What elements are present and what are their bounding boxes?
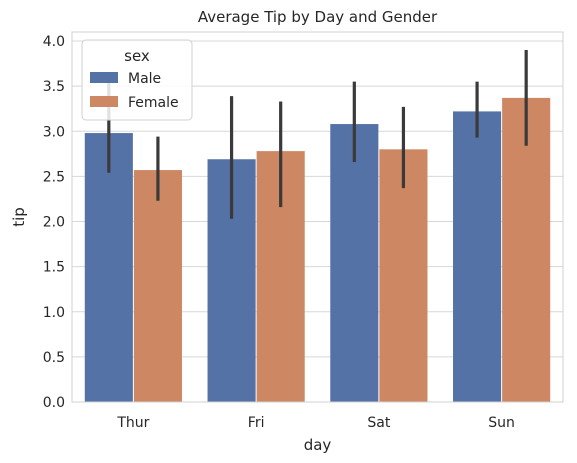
y-tick-label: 4.0 (43, 34, 65, 50)
legend: sex Male Female (81, 39, 193, 121)
y-tick-label: 0.5 (43, 350, 65, 366)
y-tick-label: 0.0 (43, 395, 65, 411)
x-tick-label: Fri (248, 415, 265, 431)
y-tick-labels: 0.0 0.5 1.0 1.5 2.0 2.5 3.0 3.5 4.0 (43, 34, 65, 411)
legend-label-male: Male (128, 71, 161, 87)
x-tick-label: Sat (367, 415, 390, 431)
legend-swatch-female (90, 96, 118, 107)
y-tick-label: 3.0 (43, 124, 65, 140)
y-tick-label: 1.5 (43, 260, 65, 276)
bar-female-sun (502, 97, 551, 402)
bars (84, 97, 551, 403)
bar-female-sat (379, 149, 428, 402)
error-bars (107, 50, 528, 219)
x-tick-label: Sun (488, 415, 515, 431)
y-tick-label: 2.5 (43, 169, 65, 185)
y-tick-label: 3.5 (43, 79, 65, 95)
bar-male-thur (84, 133, 133, 402)
legend-label-female: Female (128, 95, 179, 111)
x-axis-label: day (304, 436, 332, 454)
chart-title: Average Tip by Day and Gender (198, 8, 438, 26)
legend-swatch-male (90, 72, 118, 83)
y-tick-label: 1.0 (43, 305, 65, 321)
bar-female-thur (133, 170, 182, 402)
bar-male-sat (330, 124, 379, 403)
bar-male-sun (453, 111, 502, 402)
y-tick-label: 2.0 (43, 215, 65, 231)
x-tick-labels: Thur Fri Sat Sun (116, 415, 515, 431)
plot-frame (71, 31, 564, 403)
y-axis-label: tip (10, 207, 28, 227)
legend-title: sex (124, 47, 150, 65)
x-tick-label: Thur (116, 415, 149, 431)
